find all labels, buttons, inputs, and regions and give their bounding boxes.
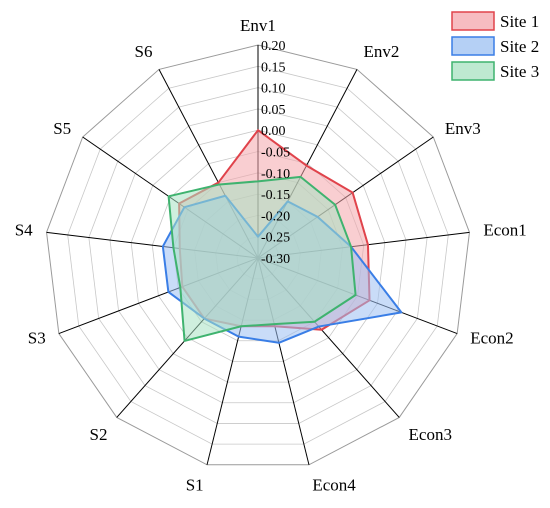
grid-ring: [130, 129, 386, 383]
axis-label-s4: S4: [15, 221, 33, 240]
legend-swatch-site-2: [451, 36, 495, 56]
radial-tick-labels: 0.20 0.15 0.10 0.05 0.00 -0.05 -0.10 -0.15 -0.20…: [261, 39, 290, 267]
axis-label-env3: Env3: [445, 119, 481, 138]
legend: Site 1 Site 2 Site 3: [451, 11, 539, 81]
axis-label-env2: Env2: [363, 42, 399, 61]
axis-label-s3: S3: [28, 329, 46, 348]
legend-swatch-site-3: [451, 61, 495, 81]
axis-label-s2: S2: [90, 425, 108, 444]
legend-swatch-site-1: [451, 11, 495, 31]
axis-label-env1: Env1: [240, 16, 276, 35]
grid-ring: [88, 87, 428, 424]
legend-label-site-3: Site 3: [500, 62, 539, 81]
tick-label: -0.25: [261, 231, 290, 246]
tick-label: 0.00: [261, 124, 286, 139]
axis-label-econ3: Econ3: [409, 425, 452, 444]
tick-label: 0.15: [261, 60, 286, 75]
axis-label-s1: S1: [186, 475, 204, 494]
axis-labels: Env1 Env2 Env3 Econ1 Econ2 Econ3 Econ4 S1 S2 S3 S4…: [15, 16, 527, 494]
tick-label: 0.05: [261, 103, 286, 118]
grid-ring: [67, 65, 449, 445]
series-area-site-3: [167, 175, 357, 342]
legend-label-site-1: Site 1: [500, 12, 539, 31]
tick-label: 0.20: [261, 39, 286, 54]
grid-ring: [109, 108, 407, 404]
tick-label: -0.10: [261, 167, 290, 182]
legend-label-site-2: Site 2: [500, 37, 539, 56]
tick-label: -0.05: [261, 146, 290, 161]
tick-label: -0.15: [261, 188, 290, 203]
series-areas: [161, 129, 403, 344]
axis-label-econ1: Econ1: [483, 221, 526, 240]
axis-label-econ2: Econ2: [470, 329, 513, 348]
axis-label-s6: S6: [135, 42, 153, 61]
tick-label: -0.20: [261, 209, 290, 224]
axis-label-econ4: Econ4: [312, 475, 356, 494]
axis-label-s5: S5: [53, 119, 71, 138]
grid-ring: [46, 44, 470, 466]
tick-label: 0.10: [261, 82, 286, 97]
tick-label: -0.30: [261, 252, 290, 267]
